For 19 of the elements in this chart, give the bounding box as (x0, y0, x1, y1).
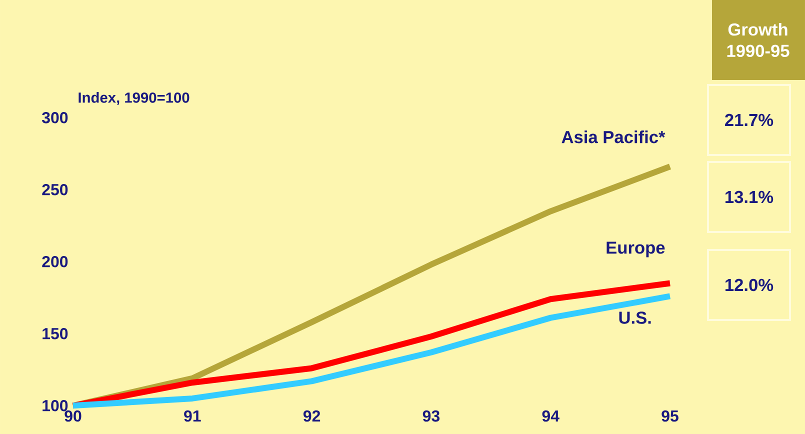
annotation: 21.7% (725, 114, 774, 126)
x-tick-label: 93 (422, 410, 440, 422)
y-tick-label: 300 (42, 112, 68, 124)
y-axis-title: Index, 1990=100 (78, 92, 190, 105)
x-tick-label: 90 (64, 410, 82, 422)
x-tick-label: 94 (542, 410, 560, 422)
series-label: U.S. (619, 312, 651, 324)
series-label: Europe (606, 242, 665, 258)
y-tick-label: 200 (42, 256, 68, 268)
x-tick-label: 92 (303, 410, 320, 422)
y-tick-label: 250 (42, 184, 68, 196)
x-tick-label: 91 (184, 410, 201, 422)
y-tick-label: 100 (42, 400, 68, 412)
y-tick-label: 150 (42, 328, 68, 340)
text: Growth 1990-95 (727, 22, 790, 58)
x-tick-label: 95 (662, 410, 678, 422)
annotation: 13.1% (726, 190, 774, 204)
series-label: Asia Pacific* (562, 130, 666, 144)
annotation: 12.0% (726, 278, 774, 292)
